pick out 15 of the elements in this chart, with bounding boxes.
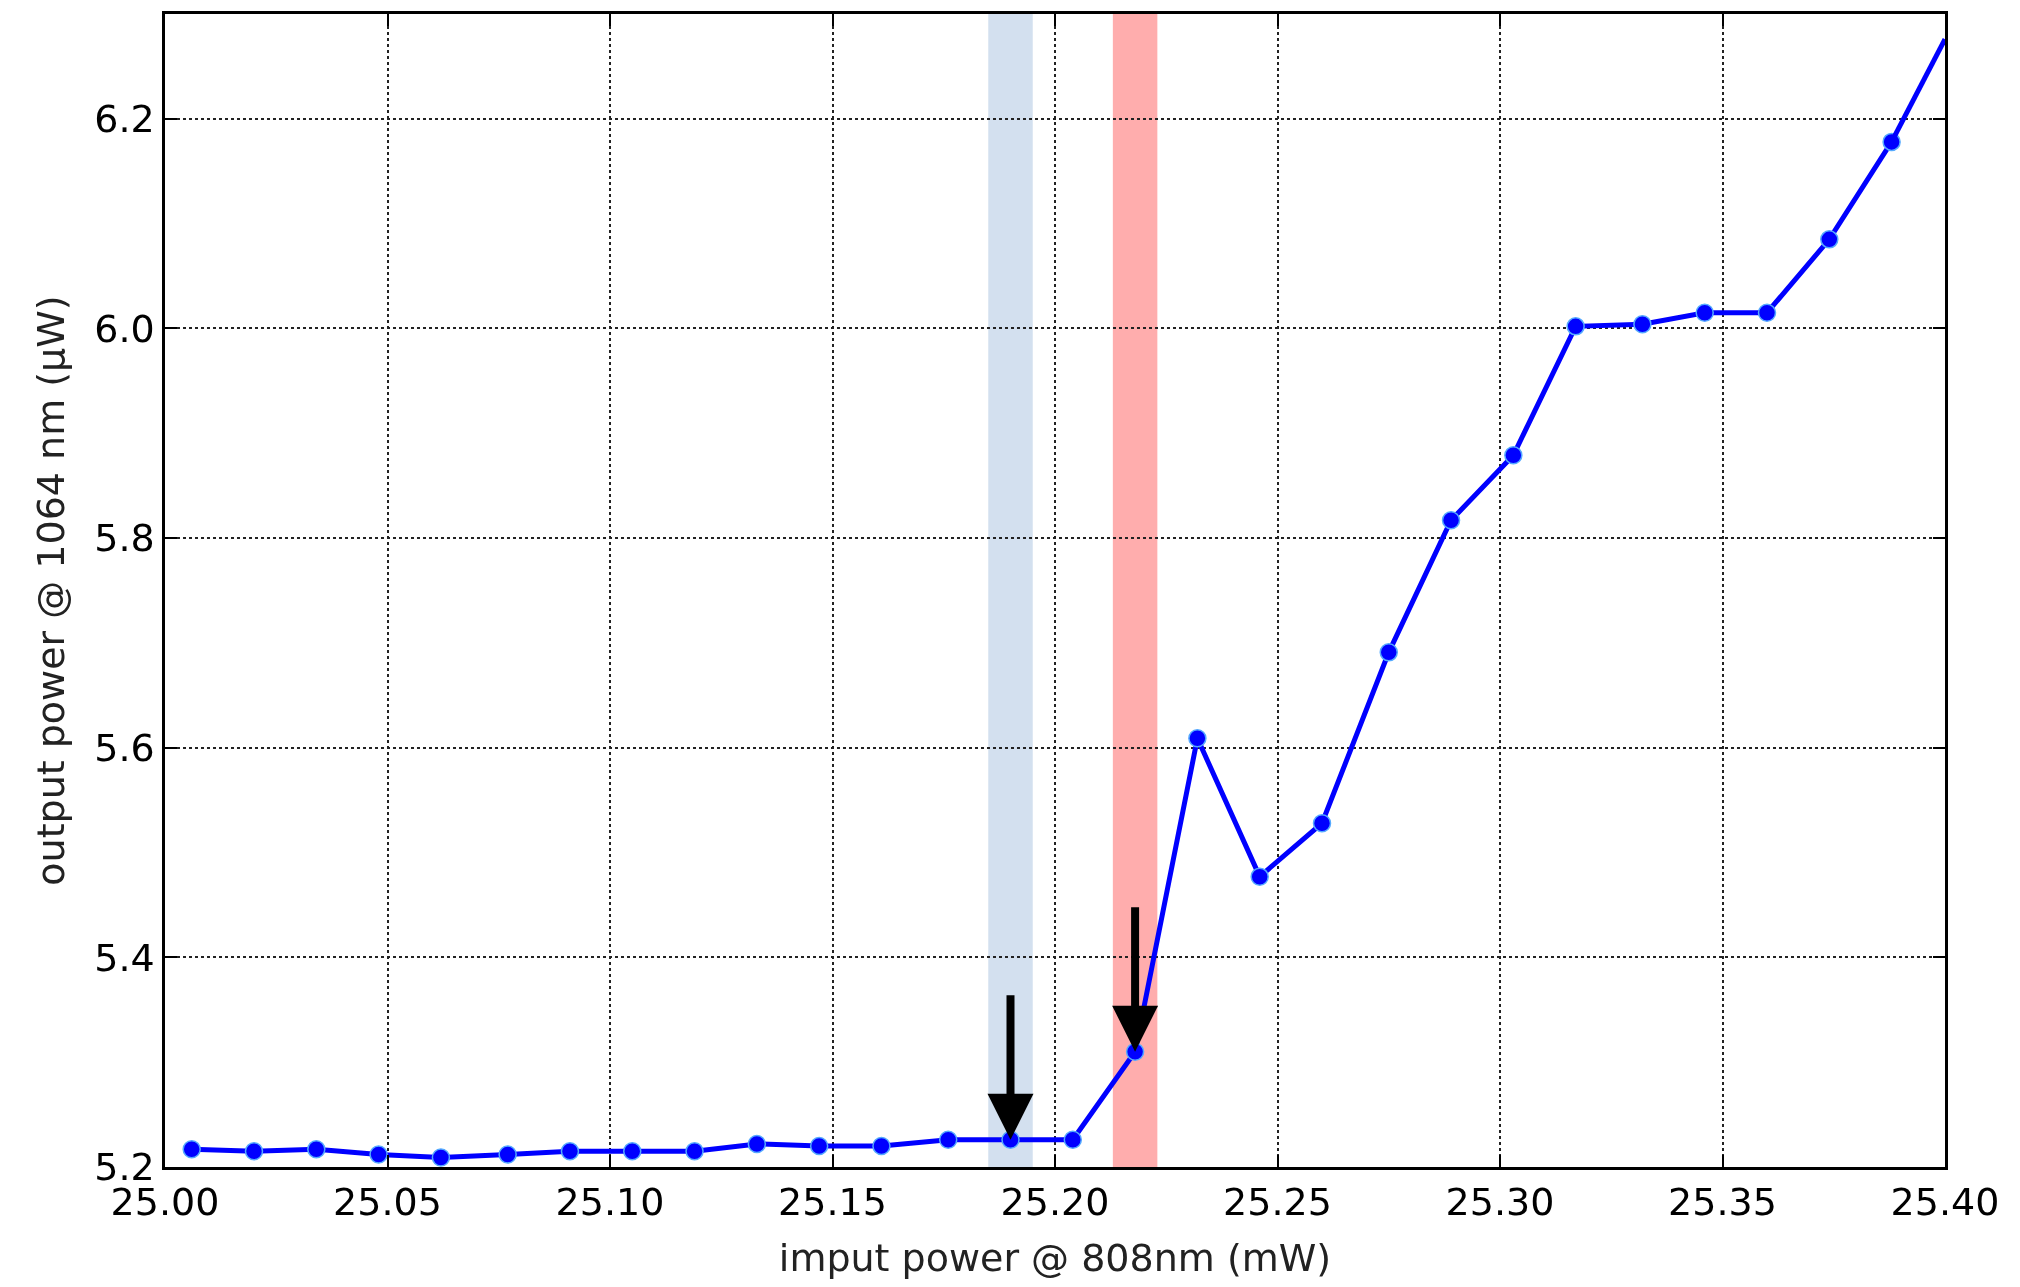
y-tick-label: 6.2: [94, 97, 155, 142]
y-tick-label: 5.6: [94, 726, 155, 771]
x-tick-label: 25.15: [778, 1180, 887, 1225]
x-axis-title: imput power @ 808nm (mW): [778, 1236, 1332, 1281]
y-tick-label: 6.0: [94, 306, 155, 351]
x-tick-label: 25.20: [1000, 1180, 1110, 1225]
x-tick-label: 25.40: [1890, 1180, 2000, 1225]
y-tick-label: 5.4: [94, 935, 155, 980]
x-tick-label: 25.05: [333, 1180, 442, 1225]
y-axis-title: output power @ 1064 nm (μW): [29, 295, 74, 886]
x-tick-label: 25.30: [1445, 1180, 1555, 1225]
x-tick-label: 25.10: [555, 1180, 665, 1225]
x-tick-label: 25.35: [1668, 1180, 1777, 1225]
x-tick-label: 25.25: [1223, 1180, 1332, 1225]
y-tick-label: 5.8: [94, 516, 155, 561]
